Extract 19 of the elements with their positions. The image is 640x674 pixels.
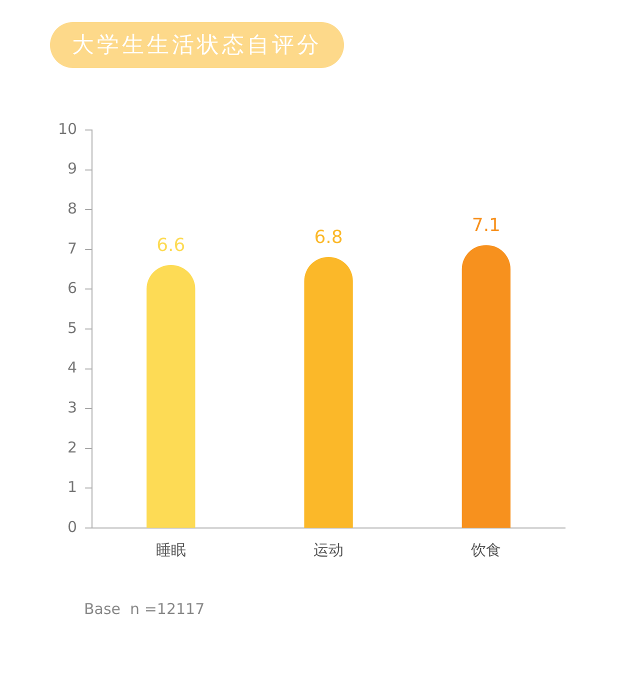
y-tick-label: 1 — [68, 478, 78, 496]
text: Base n =12117 — [84, 600, 205, 618]
x-tick-label: 睡眠 — [156, 540, 186, 559]
x-tick-label: 饮食 — [470, 540, 502, 559]
y-tick-label: 3 — [68, 398, 78, 416]
x-tick-label: 运动 — [314, 540, 344, 559]
y-tick-label: 5 — [68, 318, 78, 337]
y-tick-label: 4 — [68, 358, 78, 377]
y-tick-label: 2 — [68, 438, 78, 456]
y-tick-label: 10 — [58, 120, 78, 138]
y-tick-label: 0 — [68, 518, 78, 536]
data-label: 6.8 — [314, 227, 343, 248]
y-tick-label: 9 — [68, 160, 78, 178]
data-label: 7.1 — [472, 215, 500, 236]
y-tick-label: 6 — [68, 279, 78, 298]
y-tick-label: 7 — [68, 239, 78, 258]
y-tick-label: 8 — [68, 199, 78, 218]
chart-title: 大学生生活状态自评分 — [50, 22, 344, 68]
data-label: 6.6 — [156, 234, 186, 256]
